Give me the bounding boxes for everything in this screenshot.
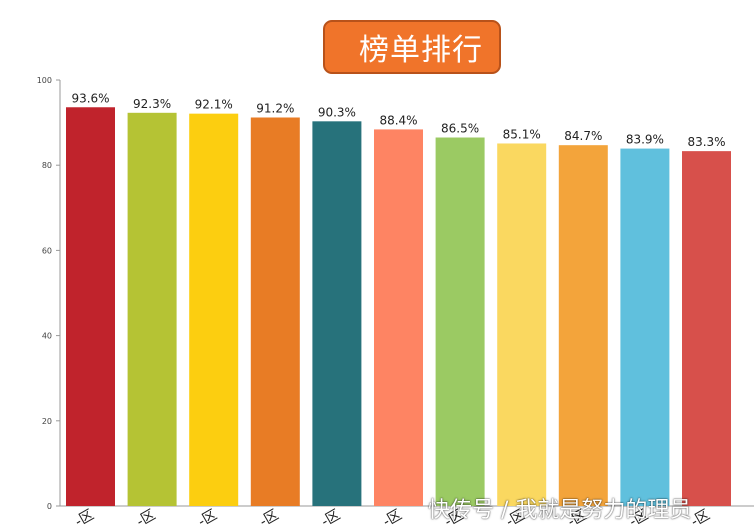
bar-value-label: 83.3% — [687, 135, 725, 149]
category-label: -区 — [72, 507, 97, 526]
bar — [127, 112, 177, 506]
bar-value-label: 83.9% — [626, 133, 664, 147]
category-label: -区 — [134, 507, 159, 526]
bar — [558, 145, 608, 507]
y-tick-label: 0 — [47, 502, 52, 511]
chart-title: 榜单排行 — [359, 33, 483, 68]
category-label: -区 — [195, 507, 220, 526]
y-tick-label: 100 — [37, 76, 52, 85]
bar — [435, 137, 485, 506]
category-label: -区 — [380, 507, 405, 526]
bar-value-label: 93.6% — [71, 91, 109, 105]
y-tick-label: 60 — [42, 246, 52, 255]
watermark-text: 快传号 / 我就是努力的理员 — [428, 498, 692, 523]
bar-value-label: 88.4% — [379, 113, 417, 127]
bar — [620, 148, 670, 506]
bar — [250, 117, 300, 506]
bar-value-label: 91.2% — [256, 101, 294, 115]
y-tick-label: 80 — [42, 161, 52, 170]
category-label: -区 — [319, 507, 344, 526]
title-banner: 榜单排行 — [323, 20, 501, 74]
bar — [682, 151, 731, 506]
bar — [189, 113, 239, 507]
bar — [312, 121, 362, 507]
bar-value-label: 85.1% — [503, 127, 541, 141]
category-label: -区 — [257, 507, 282, 526]
bar — [66, 107, 115, 506]
y-tick-label: 40 — [42, 332, 52, 341]
bar-value-label: 90.3% — [318, 105, 356, 119]
category-label: -区 — [688, 507, 713, 526]
bar — [374, 129, 423, 506]
bar-value-label: 86.5% — [441, 122, 479, 136]
y-tick-label: 20 — [42, 417, 52, 426]
bar — [497, 143, 547, 506]
bar-value-label: 92.3% — [133, 97, 171, 111]
bar-value-label: 84.7% — [564, 129, 602, 143]
bar-value-label: 92.1% — [195, 98, 233, 112]
